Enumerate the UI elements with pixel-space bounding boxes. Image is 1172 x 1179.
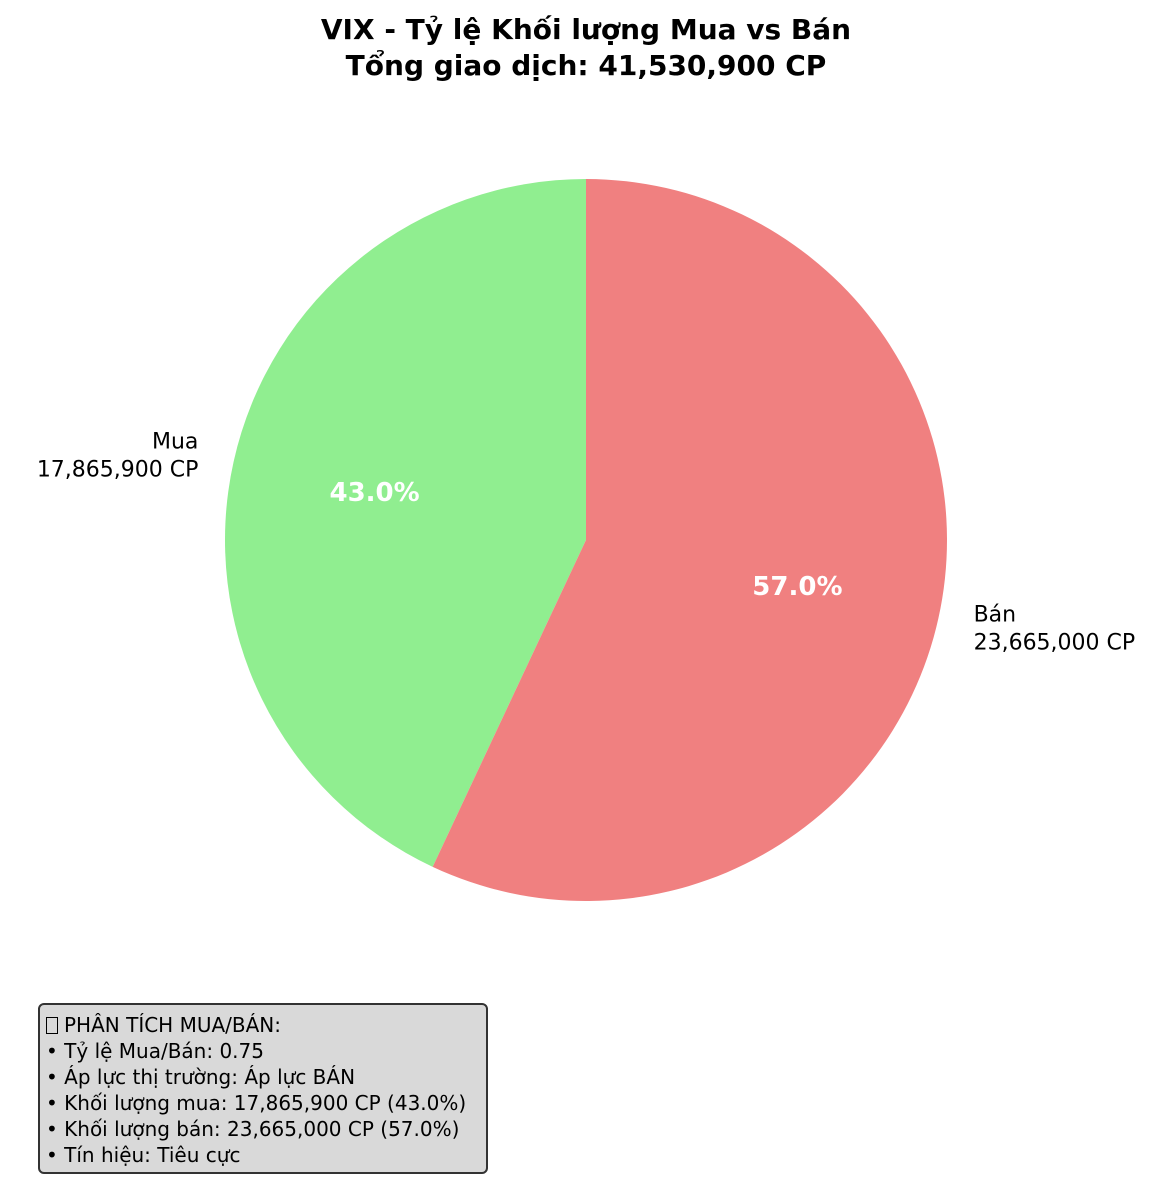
pie-slice-1 [224, 179, 586, 867]
analysis-heading-row: PHÂN TÍCH MUA/BÁN: [46, 1012, 478, 1038]
analysis-line: • Khối lượng mua: 17,865,900 CP (43.0%) [46, 1091, 467, 1115]
analysis-line: • Tín hiệu: Tiêu cực [46, 1143, 241, 1167]
chart-title-block: VIX - Tỷ lệ Khối lượng Mua vs Bán Tổng g… [0, 12, 1172, 84]
chart-title: VIX - Tỷ lệ Khối lượng Mua vs Bán [320, 13, 852, 46]
pie-slice-2 [432, 179, 947, 901]
chart-icon [46, 1017, 58, 1034]
analysis-line: • Tỷ lệ Mua/Bán: 0.75 [46, 1039, 264, 1063]
slice-label-2: Bán 23,665,000 CP [974, 602, 1136, 655]
analysis-line: • Áp lực thị trường: Áp lực BÁN [46, 1065, 356, 1089]
slice-name: Mua [152, 430, 198, 455]
analysis-line: • Khối lượng bán: 23,665,000 CP (57.0%) [46, 1117, 460, 1141]
slice-percent-2: 57.0% [752, 572, 842, 602]
analysis-box: PHÂN TÍCH MUA/BÁN: • Tỷ lệ Mua/Bán: 0.75… [38, 1003, 488, 1174]
slice-value: 17,865,900 CP [37, 458, 199, 483]
chart-subtitle: Tổng giao dịch: 41,530,900 CP [345, 49, 827, 82]
slice-value: 23,665,000 CP [974, 630, 1136, 655]
slice-name: Bán [974, 602, 1017, 627]
analysis-heading: PHÂN TÍCH MUA/BÁN: [64, 1013, 281, 1037]
slice-percent-1: 43.0% [329, 478, 419, 508]
slice-label-1: Mua 17,865,900 CP [37, 430, 199, 483]
